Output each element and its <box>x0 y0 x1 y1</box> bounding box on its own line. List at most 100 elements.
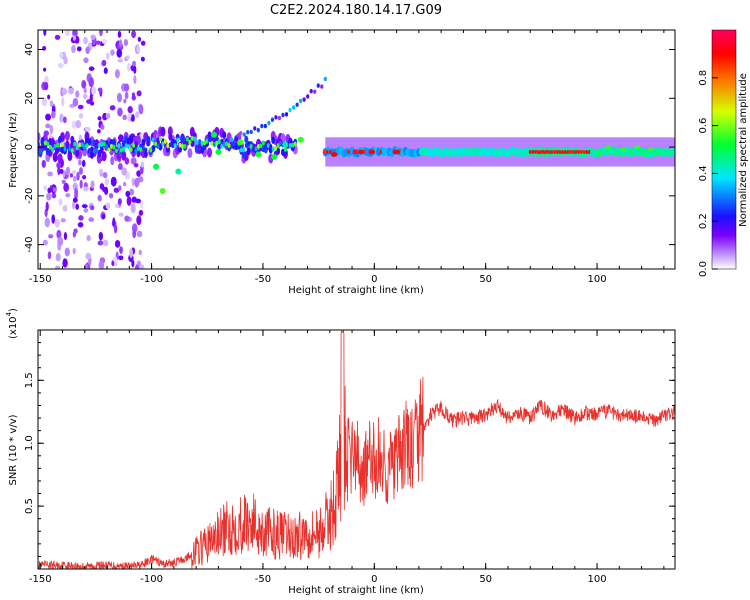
spectrogram-cell <box>69 173 74 178</box>
spectrogram-cell <box>320 84 324 89</box>
spectrogram-cell <box>77 159 82 166</box>
spectrogram-cell <box>357 149 364 155</box>
spectrogram-cell <box>43 185 48 191</box>
spectrogram-cell <box>323 76 327 82</box>
spectrogram-cell <box>41 97 48 107</box>
svg-text:(x104): (x104) <box>5 308 19 339</box>
spectrogram-cell <box>274 145 278 151</box>
spectrogram-cell <box>71 170 77 175</box>
spectrogram-cell <box>167 126 173 137</box>
spectrogram-cell <box>100 124 105 130</box>
spectrogram-cell <box>239 147 243 153</box>
spectrogram-cell <box>88 77 94 88</box>
spectrogram-cell <box>54 34 61 40</box>
spectrogram-cell <box>102 172 108 179</box>
spectrogram-cell <box>90 146 94 152</box>
spectrogram-cell <box>129 188 135 196</box>
spectrogram-cell <box>79 179 83 189</box>
spectrogram-cell <box>90 101 95 106</box>
spectrogram-cell <box>271 153 278 160</box>
spectrogram-cell <box>38 131 41 142</box>
spectrogram-cell <box>56 142 60 148</box>
spectrogram-cell <box>288 137 293 145</box>
spectrogram-cell <box>291 142 295 148</box>
spectrogram-cell <box>198 139 202 144</box>
spectrogram-cell <box>97 194 102 202</box>
spectrogram-cell <box>261 140 265 146</box>
spectrogram-y-tick-label: 40 <box>24 43 35 56</box>
spectrogram-cell <box>143 150 148 158</box>
spectrogram-cell <box>117 107 123 117</box>
spectrogram-cell <box>61 142 64 148</box>
spectrogram-cell <box>138 249 142 256</box>
spectrogram-cell <box>246 129 250 135</box>
spectrogram-cell <box>102 239 109 247</box>
spectrogram-cell <box>215 140 219 146</box>
spectrogram-cell <box>113 224 118 234</box>
spectrogram-cell <box>171 138 175 144</box>
spectrogram-cell <box>134 178 139 188</box>
spectrogram-cell <box>43 140 47 146</box>
spectrogram-cell <box>63 116 67 124</box>
spectrogram-cell <box>246 147 251 156</box>
spectrogram-x-tick-label: 100 <box>587 274 606 285</box>
spectrogram-cell <box>117 30 122 38</box>
spectrogram-cell <box>85 46 90 55</box>
spectrogram-cell <box>119 246 123 254</box>
spectrogram-cell <box>97 142 101 148</box>
spectrogram-cell <box>98 231 103 241</box>
snr-x-label: Height of straight line (km) <box>288 585 424 596</box>
spectrogram-cell <box>131 114 135 122</box>
spectrogram-cell <box>263 123 267 129</box>
snr-series-line <box>38 330 675 569</box>
snr-x-tick-label: -150 <box>29 574 52 585</box>
spectrogram-cell <box>136 215 142 226</box>
spectrogram-cell <box>254 146 258 152</box>
spectrogram-x-label: Height of straight line (km) <box>288 285 424 296</box>
spectrogram-cell <box>43 30 47 36</box>
spectrogram-cell <box>178 145 183 153</box>
spectrogram-cell <box>139 147 143 152</box>
spectrogram-cell <box>114 239 121 248</box>
spectrogram-cell <box>175 168 182 175</box>
spectrogram-cell <box>605 145 611 150</box>
spectrogram-cell <box>70 135 75 144</box>
spectrogram-cell <box>137 176 144 183</box>
spectrogram-y-tick-label: 20 <box>24 92 35 105</box>
spectrogram-cell <box>291 105 296 110</box>
spectrogram-cell <box>83 36 88 45</box>
spectrogram-cell <box>225 141 229 147</box>
spectrogram-cell <box>72 231 77 238</box>
spectrogram-cell <box>58 147 62 152</box>
spectrogram-cell <box>67 151 73 162</box>
spectrogram-cell <box>50 138 55 146</box>
spectrogram-cell <box>51 193 57 199</box>
spectrogram-cell <box>180 135 185 143</box>
spectrogram-cell <box>117 143 121 149</box>
spectrogram-cell <box>127 106 133 114</box>
spectrogram-cell <box>116 92 123 103</box>
spectrogram-cell <box>72 175 77 182</box>
spectrogram-cell <box>316 83 320 88</box>
spectrogram-y-tick-label: -20 <box>24 188 35 204</box>
spectrogram-cell <box>266 143 270 148</box>
spectrogram-cell <box>105 144 109 149</box>
spectrogram-cell <box>63 146 67 152</box>
spectrogram-cell <box>42 239 48 246</box>
spectrogram-x-tick-label: -100 <box>140 274 163 285</box>
spectrogram-cell <box>161 141 165 147</box>
spectrogram-cell <box>64 130 70 141</box>
snr-y-tick-label: 1.5 <box>24 372 35 388</box>
spectrogram-cell <box>75 90 80 98</box>
spectrogram-cell <box>95 40 101 45</box>
spectrogram-cell <box>297 136 304 143</box>
spectrogram-cell <box>244 142 248 148</box>
spectrogram-cell <box>62 205 68 212</box>
spectrogram-cell <box>108 192 114 199</box>
snr-scale-prefix: (x10 <box>8 316 19 339</box>
spectrogram-cell <box>110 143 113 149</box>
spectrogram-cell <box>84 126 91 132</box>
spectrogram-cell <box>110 49 115 56</box>
spectrogram-cell <box>110 156 115 166</box>
colorbar-label: Normalized spectral amplitude <box>738 73 749 227</box>
